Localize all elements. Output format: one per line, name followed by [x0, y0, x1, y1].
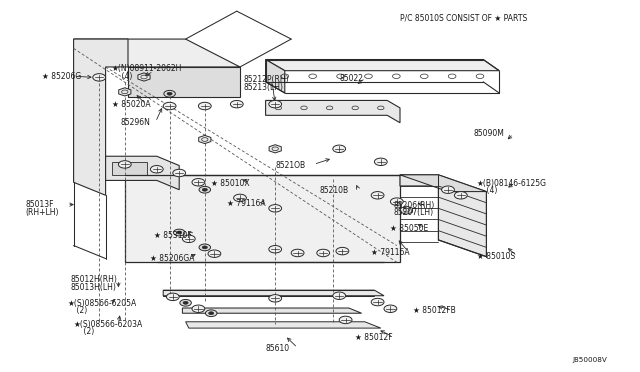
Circle shape [291, 249, 304, 257]
Polygon shape [182, 308, 362, 313]
Text: ★ 85206GA: ★ 85206GA [150, 254, 195, 263]
Text: (2): (2) [67, 306, 88, 315]
Text: ★(S)08566-6203A: ★(S)08566-6203A [74, 320, 143, 329]
Polygon shape [266, 60, 285, 93]
Circle shape [163, 102, 176, 110]
Text: ★ 79116A: ★ 79116A [227, 199, 266, 208]
Text: 85013H(LH): 85013H(LH) [70, 283, 116, 292]
Text: P/C 85010S CONSIST OF ★ PARTS: P/C 85010S CONSIST OF ★ PARTS [400, 13, 527, 22]
Text: ★ 85012FB: ★ 85012FB [413, 306, 456, 315]
Polygon shape [400, 175, 486, 257]
Polygon shape [266, 100, 400, 123]
Circle shape [454, 192, 467, 199]
Circle shape [374, 158, 387, 166]
Circle shape [199, 186, 211, 193]
Text: (RH+LH): (RH+LH) [26, 208, 59, 217]
Polygon shape [74, 39, 128, 195]
Text: (4): (4) [477, 186, 497, 195]
Circle shape [164, 90, 175, 97]
Circle shape [269, 205, 282, 212]
Text: ★(N)08911-2062H: ★(N)08911-2062H [112, 64, 182, 73]
Circle shape [317, 249, 330, 257]
Text: 85213(LH): 85213(LH) [243, 83, 283, 92]
Text: ★ 85050E: ★ 85050E [390, 224, 429, 233]
Text: ★ 85010X: ★ 85010X [211, 179, 250, 187]
Polygon shape [269, 145, 282, 153]
Text: ★ 85020A: ★ 85020A [112, 100, 150, 109]
Circle shape [269, 246, 282, 253]
Text: (4): (4) [112, 72, 132, 81]
Circle shape [167, 92, 172, 95]
Circle shape [192, 305, 205, 312]
Circle shape [202, 188, 207, 191]
Polygon shape [138, 73, 150, 81]
Polygon shape [266, 60, 499, 71]
Text: 85090M: 85090M [474, 129, 504, 138]
Circle shape [166, 293, 179, 301]
Text: 8521OB: 8521OB [275, 161, 305, 170]
Circle shape [150, 166, 163, 173]
Circle shape [230, 100, 243, 108]
Text: 85012H(RH): 85012H(RH) [70, 275, 117, 284]
Text: 85207(LH): 85207(LH) [394, 208, 434, 217]
Text: 85206(RH): 85206(RH) [394, 201, 435, 210]
Circle shape [177, 231, 182, 234]
Circle shape [269, 295, 282, 302]
Circle shape [199, 244, 211, 251]
Text: ★(B)08146-6125G: ★(B)08146-6125G [477, 179, 547, 187]
Circle shape [339, 316, 352, 324]
Text: ★ 85310F: ★ 85310F [154, 231, 191, 240]
Circle shape [180, 299, 191, 306]
Circle shape [192, 179, 205, 186]
Text: 85212P(RH): 85212P(RH) [243, 76, 289, 84]
Circle shape [333, 292, 346, 299]
Circle shape [269, 100, 282, 108]
Circle shape [442, 186, 454, 193]
Text: 85013F: 85013F [26, 200, 54, 209]
Circle shape [93, 74, 106, 81]
Polygon shape [186, 322, 381, 328]
Circle shape [173, 229, 185, 236]
Polygon shape [118, 88, 131, 96]
Text: ★ 85206G: ★ 85206G [42, 72, 81, 81]
Circle shape [183, 301, 188, 304]
Circle shape [118, 161, 131, 168]
Circle shape [384, 305, 397, 312]
Polygon shape [128, 67, 240, 97]
Polygon shape [112, 162, 147, 175]
Circle shape [390, 198, 403, 205]
Polygon shape [400, 206, 413, 214]
Circle shape [173, 169, 186, 177]
Text: ★ 85010S: ★ 85010S [477, 252, 515, 261]
Circle shape [333, 145, 346, 153]
Text: 85296N: 85296N [120, 118, 150, 127]
Circle shape [205, 310, 217, 317]
Polygon shape [74, 39, 240, 67]
Polygon shape [400, 175, 486, 192]
Circle shape [198, 102, 211, 110]
Polygon shape [163, 290, 384, 296]
Text: ★ 85012F: ★ 85012F [355, 333, 393, 342]
Polygon shape [125, 175, 400, 262]
Text: 85022: 85022 [339, 74, 364, 83]
Polygon shape [198, 135, 211, 144]
Circle shape [208, 250, 221, 257]
Text: ★(S)08566-6205A: ★(S)08566-6205A [67, 299, 136, 308]
Circle shape [182, 235, 195, 243]
Circle shape [371, 192, 384, 199]
Text: J850008V: J850008V [573, 357, 607, 363]
Text: ★ 79116A: ★ 79116A [371, 248, 410, 257]
Text: 85210B: 85210B [320, 186, 349, 195]
Circle shape [234, 194, 246, 202]
Text: 85610: 85610 [266, 344, 290, 353]
Polygon shape [106, 156, 179, 190]
Circle shape [209, 312, 214, 315]
Text: (2): (2) [74, 327, 94, 336]
Circle shape [336, 247, 349, 255]
Circle shape [202, 246, 207, 249]
Circle shape [371, 298, 384, 306]
